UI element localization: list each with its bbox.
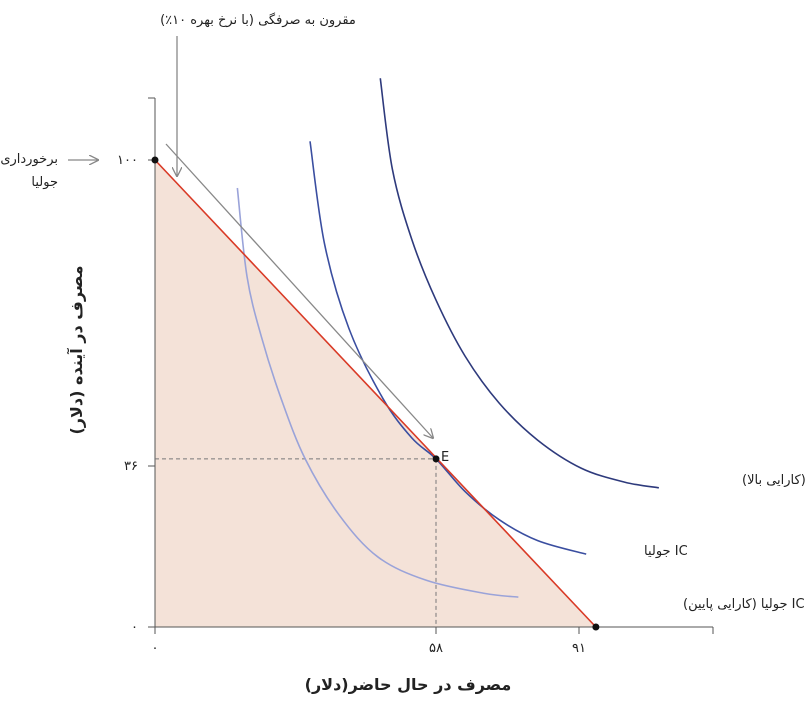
x-tick-label-2: ۹۱	[572, 641, 586, 656]
ic-label-low: IC جولیا (کارایی پایین)	[683, 597, 805, 612]
budget-line	[154, 159, 597, 628]
ic-label-high: IC جولیا (کارایی بالا)	[742, 473, 810, 488]
y-axis-title: مصرف در آینده (دلار)	[66, 265, 86, 434]
ic-curve-high	[379, 78, 659, 489]
x-intercept-point	[592, 623, 600, 631]
x-tick-label-1: ۵۸	[429, 641, 443, 656]
point-e-label: E	[441, 450, 449, 465]
ic-curve-low	[236, 187, 519, 598]
x-axis-title: مصرف در حال حاضر(دلار)	[305, 675, 512, 694]
ic-label-mid: IC جولیا	[644, 544, 688, 559]
ic-curve-mid	[309, 141, 587, 555]
endowment-point	[151, 156, 159, 164]
endowment-label-line-2: جولیا	[31, 175, 58, 190]
x-tick-label-0: ۰	[152, 641, 159, 656]
budget-arrow	[165, 143, 433, 438]
budget-note: مقرون به صرفگی (با نرخ بهره ۱۰٪)	[160, 12, 356, 28]
y-tick-label-0: ۰	[131, 620, 138, 635]
point-e	[432, 455, 440, 463]
endowment-label-line-1: برخورداری	[0, 152, 58, 167]
y-tick-label-2: ۱۰۰	[117, 153, 138, 168]
y-tick-label-1: ۳۶	[124, 459, 138, 474]
